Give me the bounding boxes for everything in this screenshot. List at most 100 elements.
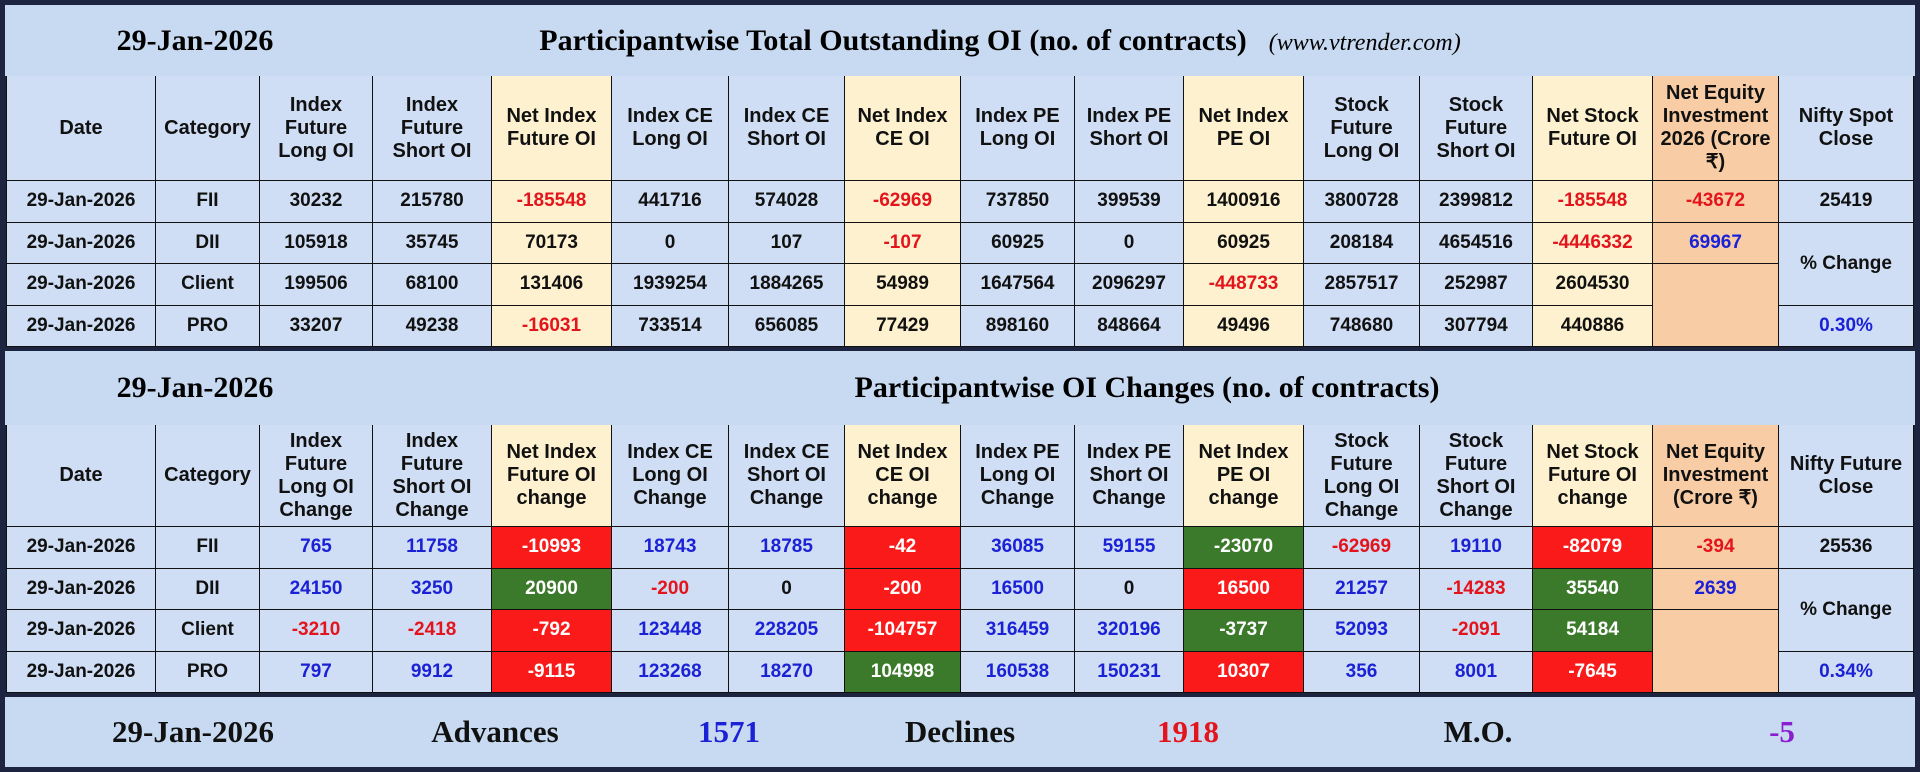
column-header: Index Future Long OI Change	[260, 425, 373, 527]
value-cell: -3737	[1184, 610, 1304, 652]
value-cell: 316459	[961, 610, 1075, 652]
value-cell: 123448	[612, 610, 729, 652]
footer-date: 29-Jan-2026	[112, 714, 274, 749]
value-cell: 35745	[373, 222, 492, 264]
value-cell: 252987	[1420, 264, 1533, 306]
column-header: Net Equity Investment (Crore ₹)	[1653, 425, 1779, 527]
advances-value: 1571	[698, 714, 760, 749]
column-header: Stock Future Long OI	[1304, 76, 1420, 181]
value-cell: 60925	[961, 222, 1075, 264]
column-header: Date	[6, 425, 156, 527]
value-cell: 123268	[612, 651, 729, 693]
section-title: Participantwise Total Outstanding OI (no…	[539, 24, 1461, 58]
value-cell: 228205	[729, 610, 845, 652]
value-cell: -14283	[1420, 568, 1533, 610]
column-header: Net Index CE OI change	[845, 425, 961, 527]
advances-label: Advances	[431, 714, 559, 749]
column-header: Stock Future Long OI Change	[1304, 425, 1420, 527]
column-header: Index CE Short OI	[729, 76, 845, 181]
column-header: Date	[6, 76, 156, 181]
value-cell: -82079	[1533, 527, 1653, 569]
value-cell: 797	[260, 651, 373, 693]
value-cell: -394	[1653, 527, 1779, 569]
source: (www.vtrender.com)	[1268, 29, 1461, 56]
nifty-change-label: % Change	[1779, 568, 1914, 652]
value-cell: 3800728	[1304, 181, 1420, 223]
value-cell: 54184	[1533, 610, 1653, 652]
value-cell: 2399812	[1420, 181, 1533, 223]
value-cell: 24150	[260, 568, 373, 610]
mo-label: M.O.	[1443, 714, 1513, 749]
column-header: Index CE Short OI Change	[729, 425, 845, 527]
column-header: Net Index Future OI	[492, 76, 612, 181]
value-cell: 2857517	[1304, 264, 1420, 306]
row-label: 29-Jan-2026	[6, 222, 156, 264]
row-label: FII	[156, 181, 260, 223]
value-cell: 215780	[373, 181, 492, 223]
value-cell: -2091	[1420, 610, 1533, 652]
value-cell: 68100	[373, 264, 492, 306]
value-cell: 36085	[961, 527, 1075, 569]
value-cell: 3250	[373, 568, 492, 610]
row-label: 29-Jan-2026	[6, 305, 156, 347]
value-cell: 656085	[729, 305, 845, 347]
row-label: PRO	[156, 651, 260, 693]
nifty-change: 0.30%	[1779, 305, 1914, 347]
column-header: Index PE Short OI Change	[1075, 425, 1184, 527]
row-label: 29-Jan-2026	[6, 181, 156, 223]
value-cell: -62969	[845, 181, 961, 223]
value-cell: 105918	[260, 222, 373, 264]
column-header: Net Stock Future OI change	[1533, 425, 1653, 527]
value-cell: 30232	[260, 181, 373, 223]
value-cell: -200	[845, 568, 961, 610]
value-cell: -3210	[260, 610, 373, 652]
value-cell: 54989	[845, 264, 961, 306]
value-cell: 160538	[961, 651, 1075, 693]
row-label: 29-Jan-2026	[6, 568, 156, 610]
value-cell: 16500	[961, 568, 1075, 610]
row-label: DII	[156, 568, 260, 610]
value-cell: 0	[1075, 222, 1184, 264]
empty-cell	[1653, 264, 1779, 347]
value-cell: 1939254	[612, 264, 729, 306]
title-text: Participantwise Total Outstanding OI (no…	[539, 23, 1247, 57]
column-header: Net Index PE OI	[1184, 76, 1304, 181]
value-cell: 574028	[729, 181, 845, 223]
value-cell: 307794	[1420, 305, 1533, 347]
title-band	[5, 5, 1915, 76]
value-cell: 69967	[1653, 222, 1779, 264]
nifty-change-label: % Change	[1779, 222, 1914, 306]
value-cell: 11758	[373, 527, 492, 569]
value-cell: 0	[1075, 568, 1184, 610]
value-cell: -23070	[1184, 527, 1304, 569]
declines-value: 1918	[1157, 714, 1219, 749]
value-cell: 10307	[1184, 651, 1304, 693]
footer-band	[5, 697, 1915, 767]
declines-label: Declines	[904, 714, 1016, 749]
value-cell: 1647564	[961, 264, 1075, 306]
value-cell: -10993	[492, 527, 612, 569]
value-cell: 320196	[1075, 610, 1184, 652]
column-header: Net Equity Investment 2026 (Crore ₹)	[1653, 76, 1779, 181]
column-header: Nifty Spot Close	[1779, 76, 1914, 181]
column-header: Index PE Long OI	[961, 76, 1075, 181]
value-cell: 1400916	[1184, 181, 1304, 223]
value-cell: 733514	[612, 305, 729, 347]
column-header: Index PE Short OI	[1075, 76, 1184, 181]
value-cell: 49238	[373, 305, 492, 347]
value-cell: 848664	[1075, 305, 1184, 347]
column-header: Net Index Future OI change	[492, 425, 612, 527]
row-label: 29-Jan-2026	[6, 264, 156, 306]
value-cell: -43672	[1653, 181, 1779, 223]
value-cell: -792	[492, 610, 612, 652]
value-cell: -4446332	[1533, 222, 1653, 264]
value-cell: 208184	[1304, 222, 1420, 264]
nifty-change: 0.34%	[1779, 651, 1914, 693]
column-header: Index PE Long OI Change	[961, 425, 1075, 527]
column-header: Index Future Long OI	[260, 76, 373, 181]
column-header: Stock Future Short OI	[1420, 76, 1533, 181]
value-cell: 52093	[1304, 610, 1420, 652]
value-cell: -16031	[492, 305, 612, 347]
